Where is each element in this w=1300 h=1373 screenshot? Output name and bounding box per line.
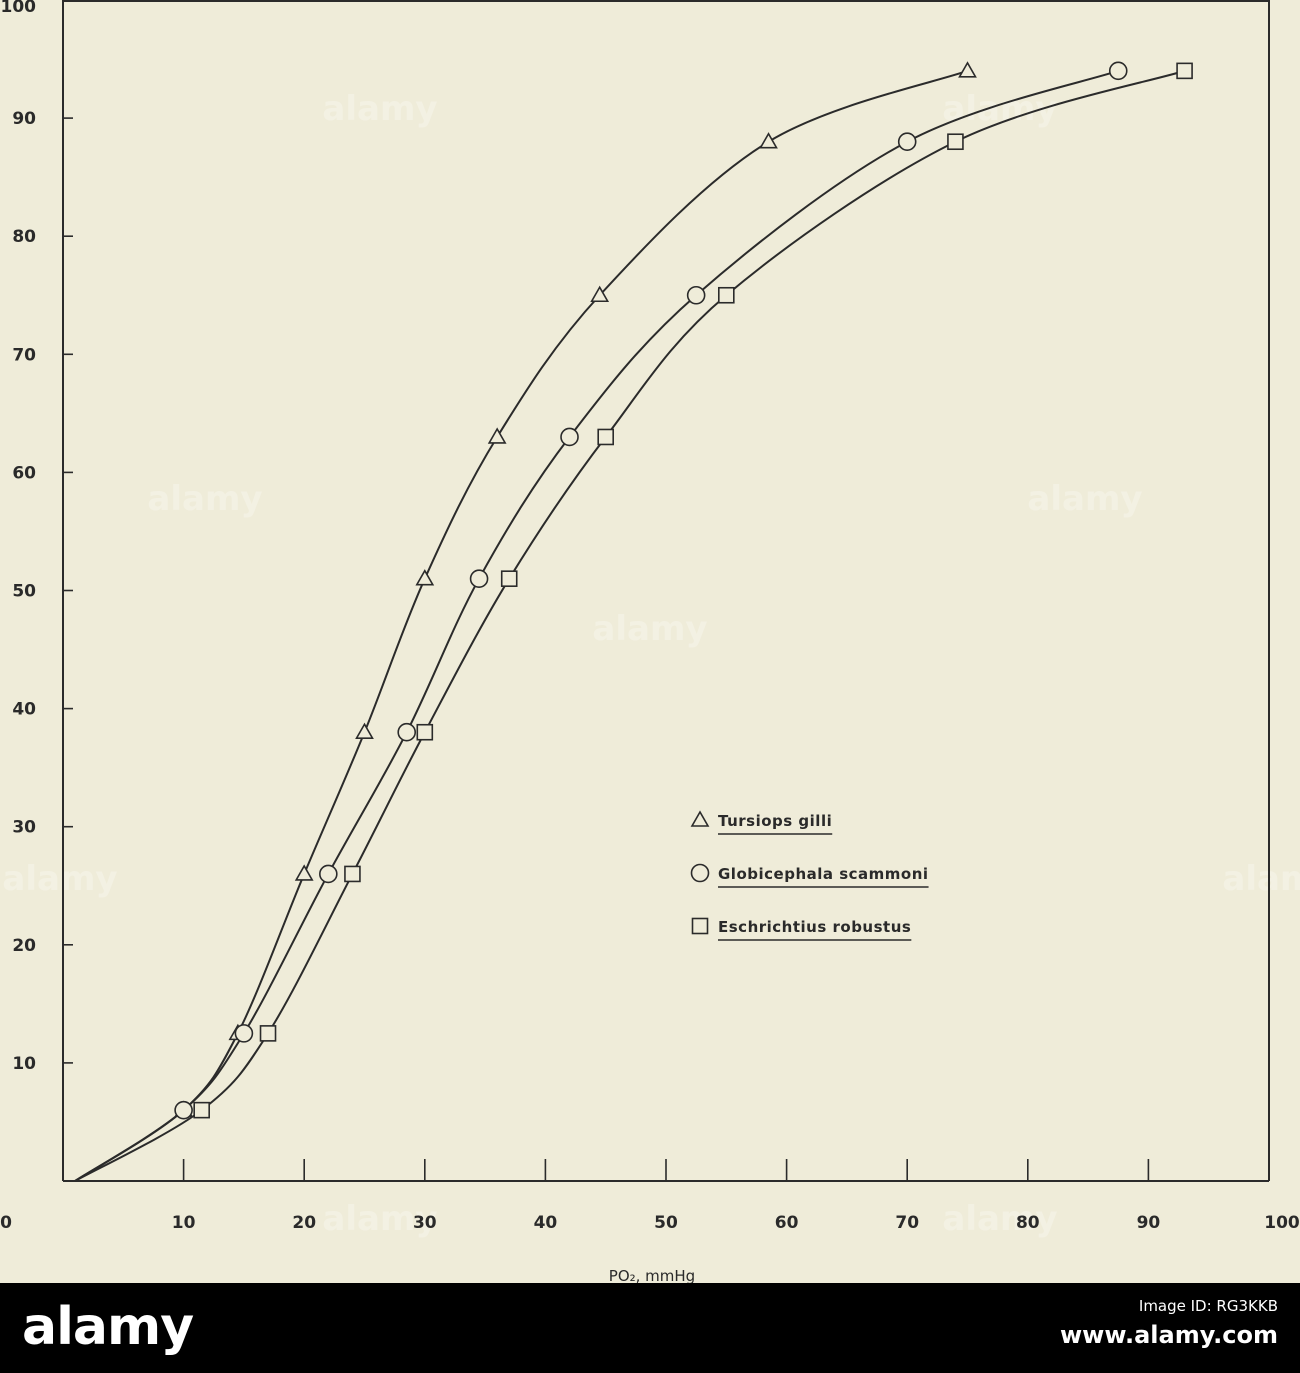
y-tick-label: 90 — [12, 109, 36, 129]
data-point-circle — [469, 569, 489, 588]
x-axis-title: PO₂, mmHg — [609, 1267, 695, 1283]
data-point-square — [416, 723, 434, 741]
watermark-text: alamy — [592, 609, 707, 649]
data-point-circle — [1108, 61, 1128, 81]
watermark-text: alamy — [1222, 859, 1300, 899]
watermark-text: alamy — [942, 1199, 1057, 1239]
series-line-circle — [74, 69, 1119, 1182]
data-point-square — [597, 428, 615, 446]
x-tick-label: 30 — [413, 1213, 437, 1233]
data-point-square — [259, 1025, 277, 1042]
legend-marker-triangle — [690, 810, 710, 827]
data-point-triangle — [415, 569, 435, 586]
x-tick-label: 80 — [1016, 1213, 1040, 1233]
series-line-square — [74, 69, 1185, 1182]
data-point-circle — [560, 427, 579, 447]
x-tick-label: 90 — [1137, 1213, 1161, 1233]
footer-logo[interactable]: alamy — [22, 1297, 194, 1357]
data-point-square — [193, 1101, 210, 1119]
y-tick-label: 10 — [12, 1054, 36, 1074]
watermark-text: alamy — [322, 89, 437, 129]
legend-marker-circle — [690, 863, 710, 883]
data-point-triangle — [294, 864, 314, 881]
data-point-square — [717, 286, 735, 304]
y-tick-label: 80 — [12, 227, 36, 247]
x-tick-label: 20 — [292, 1213, 316, 1233]
watermark-text: alamy — [322, 1199, 437, 1239]
x-tick-label: 10 — [172, 1213, 196, 1233]
data-point-triangle — [590, 285, 610, 303]
y-tick-label: 100 — [1, 0, 37, 17]
data-point-circle — [397, 722, 417, 742]
data-point-circle — [319, 864, 338, 884]
data-point-circle — [174, 1100, 193, 1120]
legend: Tursiops gilli Globicephala scammoni Eschr… — [690, 810, 929, 941]
legend-label: Tursiops gilli — [718, 812, 832, 830]
footer-info: Image ID: RG3KKB www.alamy.com — [1060, 1297, 1278, 1349]
data-point-triangle — [355, 722, 374, 740]
y-tick-label: 70 — [12, 345, 36, 365]
x-tick-label: 0 — [0, 1213, 12, 1233]
watermark-text: alamy — [147, 479, 262, 519]
x-tick-label: 60 — [775, 1213, 799, 1233]
y-tick-label: 60 — [12, 463, 36, 483]
legend-label: Eschrichtius robustus — [718, 918, 911, 936]
data-point-circle — [897, 132, 917, 152]
footer-image-id: Image ID: RG3KKB — [1138, 1297, 1278, 1315]
footer-site-link[interactable]: www.alamy.com — [1059, 1321, 1278, 1349]
chart-svg: alamy alamy alamy alamy alamy alamy alamy alamy… — [0, 0, 1300, 1283]
data-point-circle — [234, 1024, 254, 1043]
data-point-square — [344, 865, 361, 883]
data-point-triangle — [487, 427, 507, 444]
x-tick-label: 70 — [895, 1213, 919, 1233]
x-tick-label: 100 — [1264, 1213, 1300, 1233]
data-point-square — [947, 133, 964, 151]
legend-marker-square — [691, 917, 709, 935]
x-tick-label: 50 — [654, 1213, 678, 1233]
x-tick-label: 40 — [534, 1213, 558, 1233]
watermark-layer: alamy alamy alamy alamy alamy alamy alamy alamy… — [2, 89, 1300, 1239]
axis-ticks: 0 10 20 30 40 50 60 70 80 90 100 10 20 30 40 50 60 70 80 90… — [0, 0, 1300, 1233]
series-line-triangle — [74, 69, 968, 1182]
watermark-text: alamy — [1027, 479, 1142, 519]
data-point-square — [500, 570, 518, 587]
y-tick-label: 40 — [12, 700, 36, 720]
watermark-text: alamy — [2, 859, 117, 899]
y-tick-label: 20 — [12, 936, 36, 956]
y-tick-label: 30 — [12, 818, 36, 838]
chart-area: alamy alamy alamy alamy alamy alamy alamy alamy… — [0, 0, 1300, 1283]
data-point-circle — [686, 285, 706, 305]
plot-frame — [62, 0, 1270, 1182]
data-point-triangle — [759, 132, 778, 149]
series-curves — [74, 69, 1185, 1182]
data-point-triangle — [958, 61, 977, 78]
y-tick-label: 50 — [12, 582, 36, 602]
data-point-square — [1176, 62, 1193, 80]
legend-label: Globicephala scammoni — [718, 865, 929, 883]
footer-bar: alamy Image ID: RG3KKB www.alamy.com — [0, 1283, 1300, 1373]
series-markers — [174, 61, 1193, 1120]
